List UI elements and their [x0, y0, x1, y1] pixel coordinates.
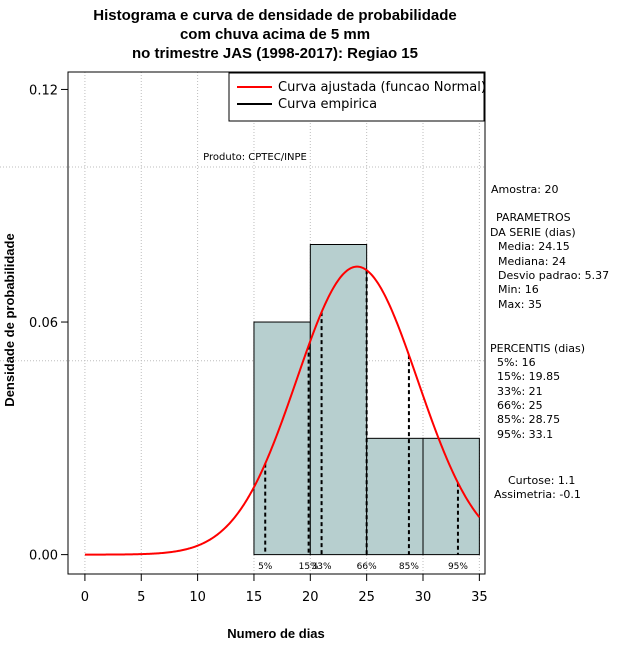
percentile-label-1: 15% [299, 562, 319, 572]
x-tick-label-0: 0 [81, 590, 89, 605]
normal-curve [84, 265, 481, 556]
stats-param-desvio: Desvio padrao: 5.37 [498, 269, 609, 282]
stats-parametros-title: PARAMETROS [496, 211, 571, 224]
y-tick-label-0: 0.00 [29, 549, 58, 564]
legend-label-fitted: Curva ajustada (funcao Normal) [278, 80, 486, 95]
stats-pct-85: 85%: 28.75 [497, 413, 560, 426]
x-tick-label-6: 30 [415, 590, 432, 605]
chart-title-line-1: Histograma e curva de densidade de proba… [93, 7, 456, 24]
stats-param-media: Media: 24.15 [498, 240, 570, 253]
stats-pct-95: 95%: 33.1 [497, 428, 553, 441]
product-note: Produto: CPTEC/INPE [203, 152, 307, 163]
legend: Curva ajustada (funcao Normal) Curva emp… [228, 72, 486, 122]
x-tick-label-3: 15 [246, 590, 263, 605]
stats-curtose: Curtose: 1.1 [508, 474, 575, 487]
stats-param-mediana: Mediana: 24 [498, 255, 566, 268]
percentile-label-2: 33% [312, 562, 332, 572]
x-tick-label-4: 20 [302, 590, 319, 605]
percentile-lines: 5% 15%33% 66% 85% 95% [258, 270, 468, 572]
y-axis: 0.00 0.06 0.12 [29, 83, 69, 564]
y-axis-label: Densidade de probabilidade [2, 233, 17, 406]
histogram-bar-1 [309, 244, 368, 556]
legend-label-empirical: Curva empirica [278, 97, 377, 112]
stats-parametros-subtitle: DA SERIE (dias) [490, 226, 576, 239]
histogram-bar-2 [366, 437, 424, 556]
stats-param-max: Max: 35 [498, 298, 542, 311]
x-tick-label-7: 35 [471, 590, 488, 605]
chart-title-line-2: com chuva acima de 5 mm [180, 26, 370, 43]
y-tick-label-1: 0.06 [29, 316, 58, 331]
percentile-label-5: 95% [448, 562, 468, 572]
chart-title-line-3: no trimestre JAS (1998-2017): Regiao 15 [132, 45, 418, 62]
stats-pct-15: 15%: 19.85 [497, 370, 560, 383]
x-axis: 0 5 10 15 20 25 30 35 [81, 573, 488, 605]
percentile-label-4: 85% [399, 562, 419, 572]
x-tick-label-1: 5 [137, 590, 145, 605]
y-tick-label-2: 0.12 [29, 83, 58, 98]
histogram-bars [253, 244, 480, 556]
stats-param-min: Min: 16 [498, 283, 539, 296]
stats-amostra: Amostra: 20 [491, 183, 558, 196]
x-tick-label-2: 10 [189, 590, 206, 605]
x-tick-label-5: 25 [358, 590, 375, 605]
percentile-label-0: 5% [258, 562, 273, 572]
stats-pct-66: 66%: 25 [497, 399, 543, 412]
histogram-bar-0 [253, 321, 311, 556]
stats-pct-5: 5%: 16 [497, 356, 536, 369]
stats-panel: Amostra: 20 PARAMETROS DA SERIE (dias) M… [490, 183, 609, 501]
stats-pct-33: 33%: 21 [497, 385, 543, 398]
legend-box [228, 72, 485, 122]
histogram-bar-3 [422, 437, 480, 556]
stats-assimetria: Assimetria: -0.1 [494, 488, 581, 501]
stats-percentis-title: PERCENTIS (dias) [490, 342, 585, 355]
normal-curve-layer [84, 265, 481, 556]
x-axis-label: Numero de dias [227, 626, 325, 641]
percentile-label-3: 66% [357, 562, 377, 572]
